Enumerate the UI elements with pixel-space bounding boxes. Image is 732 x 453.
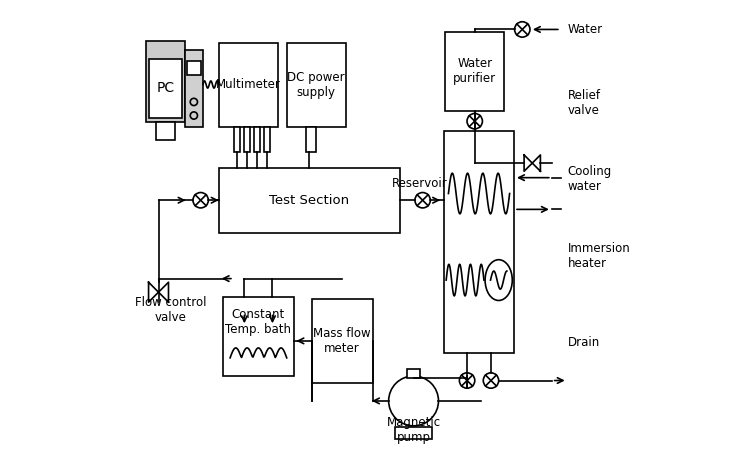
FancyBboxPatch shape — [184, 50, 203, 127]
FancyBboxPatch shape — [306, 127, 315, 152]
Text: Magnetic
pump: Magnetic pump — [386, 416, 441, 444]
Text: Flow control
valve: Flow control valve — [135, 296, 206, 324]
Text: Test Section: Test Section — [269, 194, 349, 207]
FancyBboxPatch shape — [395, 427, 432, 439]
Text: Relief
valve: Relief valve — [567, 89, 600, 117]
FancyBboxPatch shape — [264, 127, 270, 152]
Text: DC power
supply: DC power supply — [288, 71, 345, 99]
Text: Drain: Drain — [567, 336, 600, 348]
FancyBboxPatch shape — [146, 41, 184, 122]
Text: Immersion
heater: Immersion heater — [567, 242, 630, 270]
Text: Water
purifier: Water purifier — [453, 58, 496, 85]
Text: Mass flow
meter: Mass flow meter — [313, 327, 371, 355]
FancyBboxPatch shape — [254, 127, 260, 152]
FancyBboxPatch shape — [444, 131, 514, 353]
FancyBboxPatch shape — [234, 127, 240, 152]
Text: Cooling
water: Cooling water — [567, 165, 612, 193]
FancyBboxPatch shape — [312, 299, 373, 383]
FancyBboxPatch shape — [244, 127, 250, 152]
FancyBboxPatch shape — [219, 43, 277, 127]
FancyBboxPatch shape — [407, 369, 420, 378]
Text: Reservoir: Reservoir — [392, 177, 447, 190]
FancyBboxPatch shape — [287, 43, 346, 127]
FancyBboxPatch shape — [223, 297, 294, 376]
FancyBboxPatch shape — [149, 59, 182, 118]
Text: Water: Water — [567, 23, 602, 36]
FancyBboxPatch shape — [187, 61, 201, 75]
FancyBboxPatch shape — [445, 32, 504, 111]
Text: Constant
Temp. bath: Constant Temp. bath — [225, 308, 291, 336]
FancyBboxPatch shape — [157, 122, 175, 140]
Text: Multimeter: Multimeter — [216, 78, 280, 92]
FancyBboxPatch shape — [219, 168, 400, 233]
Text: PC: PC — [157, 82, 175, 95]
